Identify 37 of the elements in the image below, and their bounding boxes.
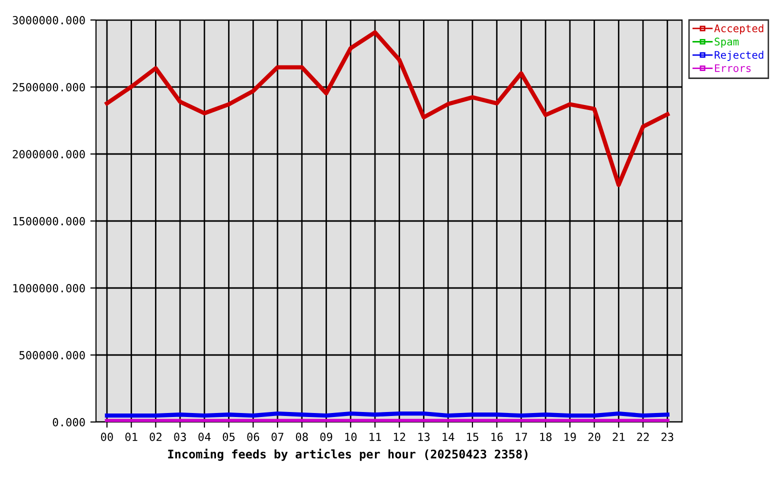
- x-tick-label: 07: [272, 432, 284, 442]
- x-tick-label: 21: [612, 432, 625, 441]
- x-tick-label: 13: [418, 432, 430, 442]
- legend-label: Spam: [714, 38, 739, 48]
- x-tick-label: 02: [150, 432, 162, 442]
- legend-label: Errors: [715, 64, 751, 72]
- line-series: [104, 30, 670, 188]
- y-tick-label: 1500000.000: [13, 217, 85, 226]
- y-tick-label: 500000.000: [19, 351, 85, 360]
- x-tick-label: 12: [394, 432, 406, 441]
- x-axis-title: Incoming feeds by articles per hour (20250423 2358): [168, 448, 528, 461]
- x-tick-label: 08: [296, 432, 308, 442]
- y-tick-label: 0.000: [52, 418, 85, 426]
- x-tick-label: 06: [247, 432, 260, 442]
- y-tick-label: 2500000.000: [12, 83, 85, 92]
- x-tick-label: 03: [174, 432, 186, 442]
- x-tick-label: 16: [491, 432, 503, 442]
- x-tick-label: 04: [198, 432, 211, 442]
- x-tick-label: 01: [125, 432, 138, 442]
- x-tick-label: 09: [320, 432, 332, 442]
- x-tick-label: 17: [516, 432, 528, 441]
- x-tick-label: 22: [637, 432, 649, 441]
- x-tick-label: 23: [662, 432, 674, 442]
- legend-label: Accepted: [714, 24, 764, 34]
- x-tick-label: 18: [540, 432, 552, 442]
- x-tick-label: 20: [588, 432, 600, 442]
- y-tick-label: 2000000.000: [12, 150, 85, 158]
- y-tick-label: 3000000.000: [12, 16, 85, 24]
- x-tick-label: 14: [442, 432, 454, 441]
- x-tick-label: 15: [467, 432, 478, 442]
- x-tick-label: 00: [101, 432, 113, 442]
- x-tick-label: 19: [564, 432, 576, 442]
- y-tick-label: 1000000.000: [13, 284, 85, 292]
- x-tick-label: 11: [370, 432, 381, 441]
- legend-label: Rejected: [714, 50, 764, 61]
- x-tick-label: 05: [222, 432, 235, 442]
- x-tick-label: 10: [345, 432, 357, 442]
